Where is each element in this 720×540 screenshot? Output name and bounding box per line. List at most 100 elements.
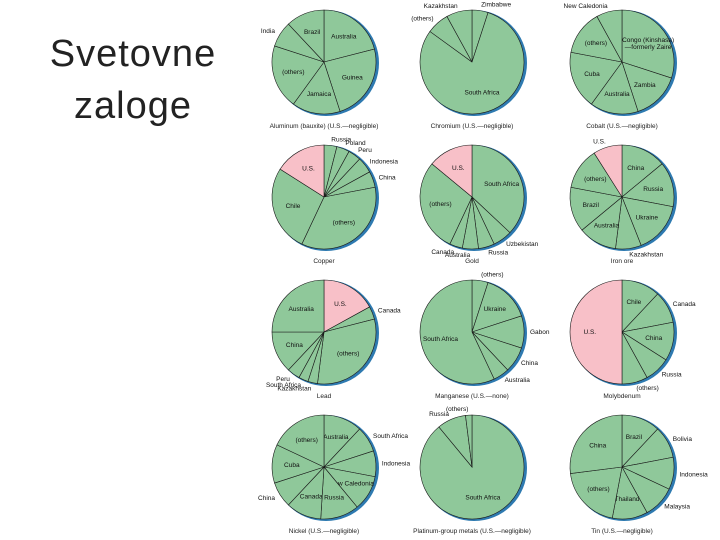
pie-label-new-caledonia: New Caledonia xyxy=(330,480,374,487)
pie-label-ukraine: Ukraine xyxy=(636,215,659,222)
pie-label-ukraine: Ukraine xyxy=(484,306,507,313)
pie-chart-iron-ore: China Russia Ukraine Kazakhstan Australia Bra… xyxy=(569,135,720,270)
pie-label-india: India xyxy=(261,28,275,35)
pie-label-uzbekistan: Uzbekistan xyxy=(506,241,539,248)
pie-label-indonesia: Indonesia xyxy=(370,159,399,166)
pie-label-south-africa: South Africa xyxy=(373,433,408,440)
pie-chart-molybdenum: Chile Canada China Russia (others) U.S. Molybd… xyxy=(569,270,720,405)
pie-label-kazakhstan: Kazakhstan xyxy=(424,3,458,10)
pie-label-south-africa: South Africa xyxy=(484,181,519,188)
pie-slice-chile xyxy=(271,168,325,245)
pie-slice-australia xyxy=(271,279,325,333)
pie-label-south-africa: South Africa xyxy=(464,90,499,97)
pie-slice-ukraine xyxy=(621,196,674,246)
pie-caption: Molybdenum xyxy=(603,393,640,400)
pie-slice-others xyxy=(301,186,377,250)
pie-slice-others xyxy=(276,414,325,468)
pie-label-indonesia: Indonesia xyxy=(382,460,411,467)
pie-label-others: (others) xyxy=(411,16,433,23)
pie-chart-lead: U.S. Canada (others) Kazakhstan South Africa… xyxy=(266,270,422,405)
pie-label-others: (others) xyxy=(429,201,451,208)
pie-label-brazil: Brazil xyxy=(583,202,600,209)
pie-slice-south-africa xyxy=(419,414,525,520)
pie-slice-guinea xyxy=(323,48,377,112)
pie-label-u-s: U.S. xyxy=(334,301,347,308)
pie-label-others: (others) xyxy=(585,40,607,47)
pie-label-others: (others) xyxy=(446,406,468,413)
pie-label-australia: Australia xyxy=(289,306,315,313)
pie-slice-u-s xyxy=(431,144,473,198)
pie-label-australia: Australia xyxy=(445,252,471,259)
pie-slice-others xyxy=(570,466,623,519)
pie-label-others: (others) xyxy=(333,220,355,227)
pie-label-south-africa: South Africa xyxy=(423,336,458,343)
pie-chart-tin: Brazil Bolivia Indonesia Malaysia Thailand (o… xyxy=(569,405,720,540)
pie-label-congo-kinshasa-formerly-zaire: Congo (Kinshasa) —formerly Zaire xyxy=(622,37,674,51)
pie-label-chile: Chile xyxy=(626,299,641,306)
pie-label-u-s: U.S. xyxy=(593,138,606,145)
pie-label-russia: Russia xyxy=(324,495,344,502)
pie-slice-australia xyxy=(591,61,639,115)
pie-caption: Cobalt (U.S.—negligible) xyxy=(586,123,658,130)
pie-label-chile: Chile xyxy=(286,203,301,210)
pie-label-russia: Russia xyxy=(429,411,449,418)
pie-label-u-s: U.S. xyxy=(452,165,465,172)
pie-chart-platinum: South Africa Russia (others) Platinum-group… xyxy=(413,405,570,540)
pie-caption: Copper xyxy=(313,258,335,265)
pie-chart-cobalt: Congo (Kinshasa) —formerly Zaire Zambia Aus… xyxy=(564,0,720,135)
pie-slice-china xyxy=(569,414,623,474)
pie-label-australia: Australia xyxy=(604,91,630,98)
pie-chart-copper: Russia Poland Peru Indonesia China (others) Ch… xyxy=(271,135,422,270)
pie-label-russia: Russia xyxy=(488,250,508,257)
pie-slice-others xyxy=(419,163,473,245)
pie-chart-manganese: (others) Ukraine Gabon China Australia South … xyxy=(419,270,570,405)
pie-label-peru: Peru xyxy=(358,147,372,154)
pie-label-others: (others) xyxy=(481,272,503,279)
pie-slice-australia xyxy=(323,9,375,63)
pie-label-others: (others) xyxy=(282,69,304,76)
pie-label-zimbabwe: Zimbabwe xyxy=(481,2,511,9)
pie-label-cuba: Cuba xyxy=(284,462,300,469)
pie-label-china: China xyxy=(627,165,644,172)
pie-caption: Tin (U.S.—negligible) xyxy=(591,528,653,535)
pie-label-russia: Russia xyxy=(331,137,351,144)
pie-label-russia: Russia xyxy=(662,371,682,378)
pie-label-china: China xyxy=(379,174,396,181)
pie-slice-cuba xyxy=(569,51,623,105)
pie-caption: Platinum-group metals (U.S.—negligible) xyxy=(413,528,531,535)
pie-slice-south-africa xyxy=(471,144,525,234)
pie-caption: Aluminum (bauxite) (U.S.—negligible) xyxy=(270,123,379,130)
pie-label-peru: Peru xyxy=(276,376,290,383)
pie-label-canada: Canada xyxy=(673,301,696,308)
pie-caption: Lead xyxy=(317,393,332,400)
pie-slice-jamaica xyxy=(293,61,341,115)
pie-label-china: China xyxy=(258,495,275,502)
pie-label-australia: Australia xyxy=(323,434,349,441)
pie-slice-brazil xyxy=(287,9,325,63)
slide-title-line-1: Svetovne xyxy=(49,33,217,75)
pie-label-malaysia: Malaysia xyxy=(664,504,690,511)
pie-label-kazakhstan: Kazakhstan xyxy=(277,386,311,393)
pie-chart-nickel: Australia South Africa Indonesia New Caledo… xyxy=(258,405,422,540)
pie-label-others: (others) xyxy=(295,437,317,444)
pie-label-canada: Canada xyxy=(378,308,401,315)
slide-title-line-2: zaloge xyxy=(74,85,192,127)
pie-label-cuba: Cuba xyxy=(584,71,600,78)
pie-chart-chromium: Zimbabwe South Africa (others) Kazakhstan Ch… xyxy=(411,0,570,135)
pie-slice-u-s xyxy=(323,279,370,333)
pie-chart-aluminum: Australia Guinea Jamaica (others) India Brazi… xyxy=(261,0,422,135)
pie-label-zambia: Zambia xyxy=(634,82,656,89)
pie-slice-south-africa xyxy=(419,279,495,385)
pie-label-gabon: Gabon xyxy=(530,329,550,336)
pie-label-others: (others) xyxy=(584,176,606,183)
pie-label-poland: Poland xyxy=(345,140,366,147)
pie-slice-others xyxy=(317,318,377,385)
pie-slice-new-caledonia xyxy=(596,9,623,63)
pie-label-china: China xyxy=(286,342,303,349)
pie-slice-u-s xyxy=(569,279,623,385)
pie-slice-others xyxy=(271,45,325,105)
pie-label-thailand: Thailand xyxy=(615,496,640,503)
pie-chart-grid: Australia Guinea Jamaica (others) India Brazi… xyxy=(258,0,720,540)
pie-label-south-africa: South Africa xyxy=(465,494,500,501)
pie-slice-others xyxy=(465,414,473,468)
